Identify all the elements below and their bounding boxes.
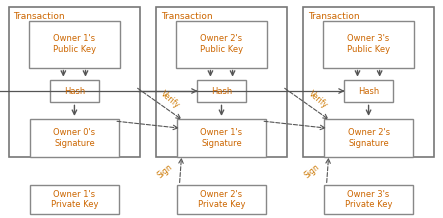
Bar <box>323 21 414 68</box>
Text: Verify: Verify <box>307 89 329 110</box>
Text: Owner 1's
Private Key: Owner 1's Private Key <box>51 190 98 209</box>
Text: Owner 0's
Signature: Owner 0's Signature <box>53 128 96 148</box>
Bar <box>50 80 99 102</box>
Text: Owner 2's
Private Key: Owner 2's Private Key <box>198 190 245 209</box>
Text: Transaction: Transaction <box>160 12 212 21</box>
Text: Owner 1's
Signature: Owner 1's Signature <box>200 128 243 148</box>
Text: Owner 2's
Signature: Owner 2's Signature <box>347 128 390 148</box>
Text: Owner 2's
Public Key: Owner 2's Public Key <box>200 34 243 54</box>
Bar <box>9 7 140 157</box>
Text: Owner 3's
Public Key: Owner 3's Public Key <box>347 34 390 54</box>
Text: Sign: Sign <box>155 162 175 180</box>
Bar <box>156 7 287 157</box>
Bar <box>30 185 119 214</box>
Bar <box>29 21 120 68</box>
Bar <box>197 80 246 102</box>
Text: Verify: Verify <box>159 89 182 110</box>
Text: Hash: Hash <box>358 87 379 95</box>
Text: Hash: Hash <box>64 87 85 95</box>
Text: Hash: Hash <box>211 87 232 95</box>
Text: Transaction: Transaction <box>14 12 65 21</box>
Text: Sign: Sign <box>303 162 322 180</box>
Text: Owner 1's
Public Key: Owner 1's Public Key <box>53 34 96 54</box>
Text: Transaction: Transaction <box>307 12 359 21</box>
Bar <box>303 7 434 157</box>
Bar <box>344 80 393 102</box>
Bar <box>324 119 413 157</box>
Bar <box>30 119 119 157</box>
Bar <box>176 21 267 68</box>
Bar <box>177 185 266 214</box>
Bar <box>324 185 413 214</box>
Text: Owner 3's
Private Key: Owner 3's Private Key <box>345 190 392 209</box>
Bar <box>177 119 266 157</box>
